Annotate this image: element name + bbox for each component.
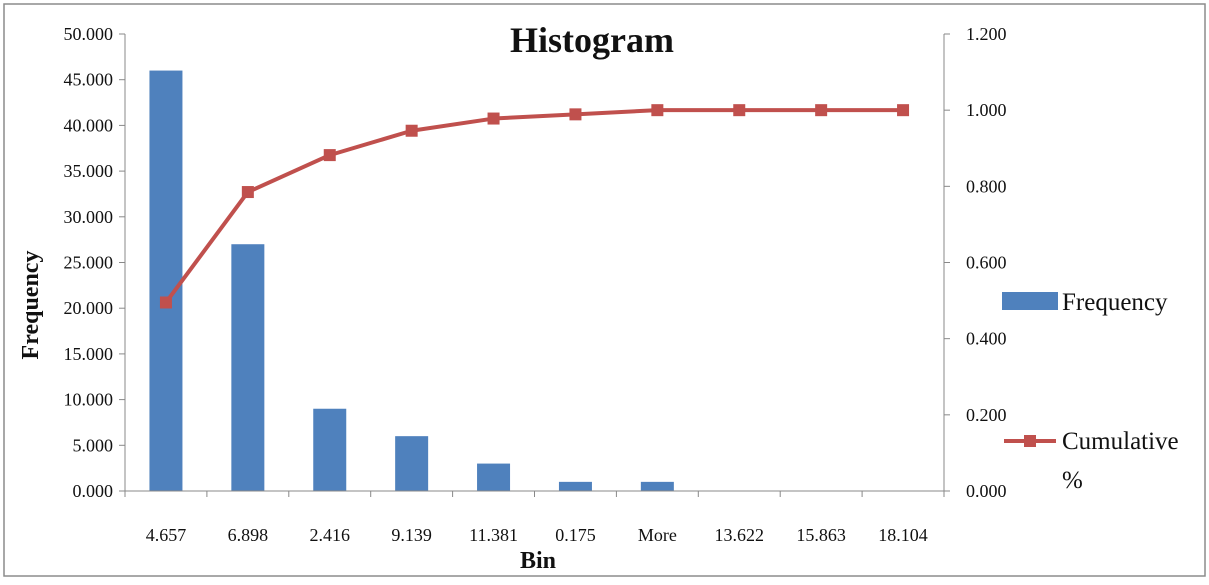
cumulative-point xyxy=(733,104,746,117)
y-axis-label: Frequency xyxy=(18,251,44,360)
frequency-bar xyxy=(640,481,674,491)
left-tick-label: 40.000 xyxy=(64,115,114,135)
cumulative-point xyxy=(159,296,172,309)
cumulative-point xyxy=(323,149,336,162)
frequency-bar xyxy=(558,481,592,491)
x-tick-label: 15.863 xyxy=(796,525,846,545)
cumulative-point xyxy=(487,112,500,125)
right-tick-label: 1.000 xyxy=(966,100,1007,120)
chart-border xyxy=(3,3,1206,577)
legend-cumulative-label-2: % xyxy=(1062,467,1083,494)
left-axis-ticks: 0.000 5.000 10.000 15.000 20.000 25.000 30.000… xyxy=(64,24,125,501)
x-tick-label: 4.657 xyxy=(146,525,187,545)
x-axis-ticks: 4.657 6.898 2.416 9.139 11.381 0.175 More 13.62… xyxy=(124,491,945,545)
left-tick-label: 5.000 xyxy=(73,435,114,455)
left-tick-label: 15.000 xyxy=(64,344,114,364)
frequency-bar xyxy=(149,70,183,491)
right-tick-label: 0.800 xyxy=(966,176,1007,196)
x-tick-label: 11.381 xyxy=(469,525,518,545)
right-axis-ticks: 0.000 0.200 0.400 0.600 0.800 1.000 1.200 xyxy=(944,24,1007,501)
x-axis-label: Bin xyxy=(520,548,556,574)
cumulative-line xyxy=(164,108,904,304)
frequency-bar xyxy=(231,244,265,491)
right-tick-label: 0.200 xyxy=(966,405,1007,425)
left-tick-label: 50.000 xyxy=(64,24,114,44)
x-tick-label: 18.104 xyxy=(878,525,928,545)
x-tick-label: 0.175 xyxy=(555,525,596,545)
right-tick-label: 0.000 xyxy=(966,481,1007,501)
cumulative-point xyxy=(651,104,664,117)
frequency-bar xyxy=(313,408,347,491)
left-tick-label: 10.000 xyxy=(64,390,114,410)
legend-cumulative-marker xyxy=(1024,435,1036,447)
frequency-bar xyxy=(395,436,429,491)
cumulative-point xyxy=(897,104,910,117)
right-tick-label: 1.200 xyxy=(966,24,1007,44)
x-tick-label: More xyxy=(638,525,677,545)
left-tick-label: 0.000 xyxy=(73,481,114,501)
cumulative-point xyxy=(569,108,582,121)
legend-cumulative-label-1: Cumulative xyxy=(1062,428,1179,455)
cumulative-point xyxy=(241,186,254,199)
left-tick-label: 30.000 xyxy=(64,207,114,227)
cumulative-point xyxy=(815,104,828,117)
cumulative-line-path xyxy=(164,108,904,304)
x-tick-label: 2.416 xyxy=(310,525,351,545)
legend-frequency-label: Frequency xyxy=(1062,289,1168,316)
left-tick-label: 20.000 xyxy=(64,298,114,318)
frequency-bars xyxy=(149,70,674,491)
right-tick-label: 0.600 xyxy=(966,253,1007,273)
cumulative-point xyxy=(405,124,418,137)
chart-title: Histogram xyxy=(510,20,674,60)
left-tick-label: 45.000 xyxy=(64,70,114,90)
x-tick-label: 9.139 xyxy=(391,525,432,545)
left-tick-label: 25.000 xyxy=(64,253,114,273)
left-tick-label: 35.000 xyxy=(64,161,114,181)
x-tick-label: 6.898 xyxy=(228,525,269,545)
legend: Frequency Cumulative % xyxy=(1002,289,1179,494)
x-tick-label: 13.622 xyxy=(715,525,765,545)
frequency-bar xyxy=(477,463,511,491)
legend-frequency-swatch xyxy=(1002,292,1058,310)
right-tick-label: 0.400 xyxy=(966,329,1007,349)
cumulative-markers xyxy=(159,104,910,309)
